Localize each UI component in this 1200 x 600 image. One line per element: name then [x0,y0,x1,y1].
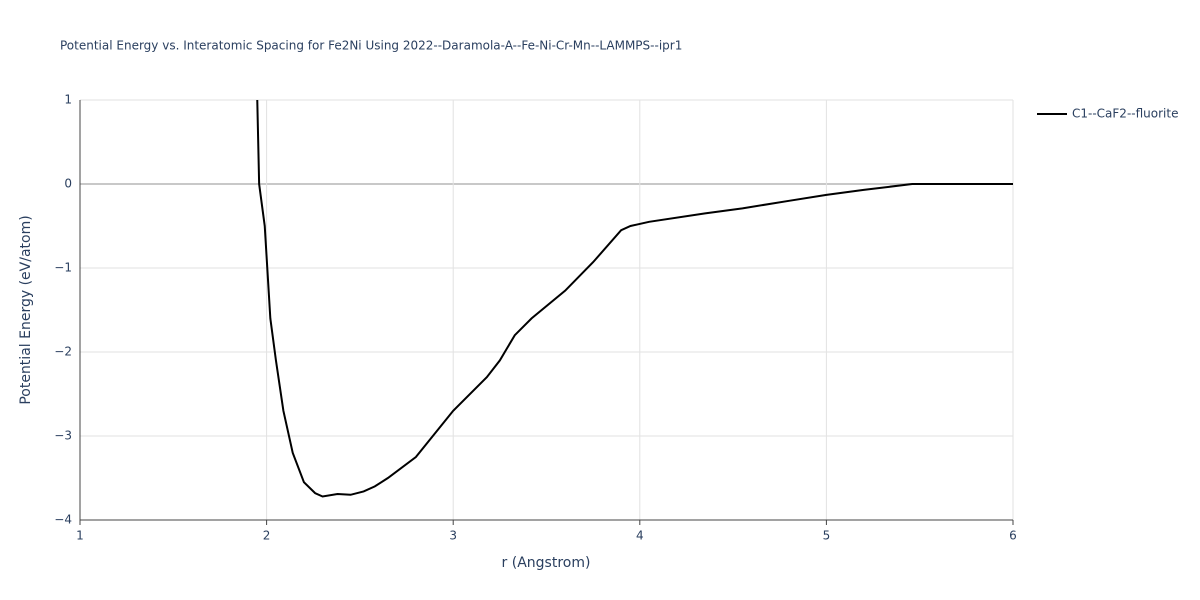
x-tick-label: 1 [76,529,84,543]
x-tick-label: 3 [449,529,457,543]
chart-title: Potential Energy vs. Interatomic Spacing… [60,39,682,53]
x-tick-label: 2 [263,529,271,543]
x-axis-label: r (Angstrom) [502,555,591,571]
y-tick-label: 1 [64,93,72,107]
data-line [256,100,1013,498]
y-axis-label: Potential Energy (eV/atom) [18,215,34,404]
x-tick-label: 4 [636,529,644,543]
legend-label: C1--CaF2--fluorite [1072,107,1178,121]
y-tick-label: −3 [54,429,72,443]
y-tick-label: −1 [54,261,72,275]
y-tick-label: 0 [64,177,72,191]
x-tick-label: 6 [1009,529,1017,543]
y-tick-label: −4 [54,513,72,527]
y-tick-label: −2 [54,345,72,359]
x-tick-label: 5 [823,529,831,543]
